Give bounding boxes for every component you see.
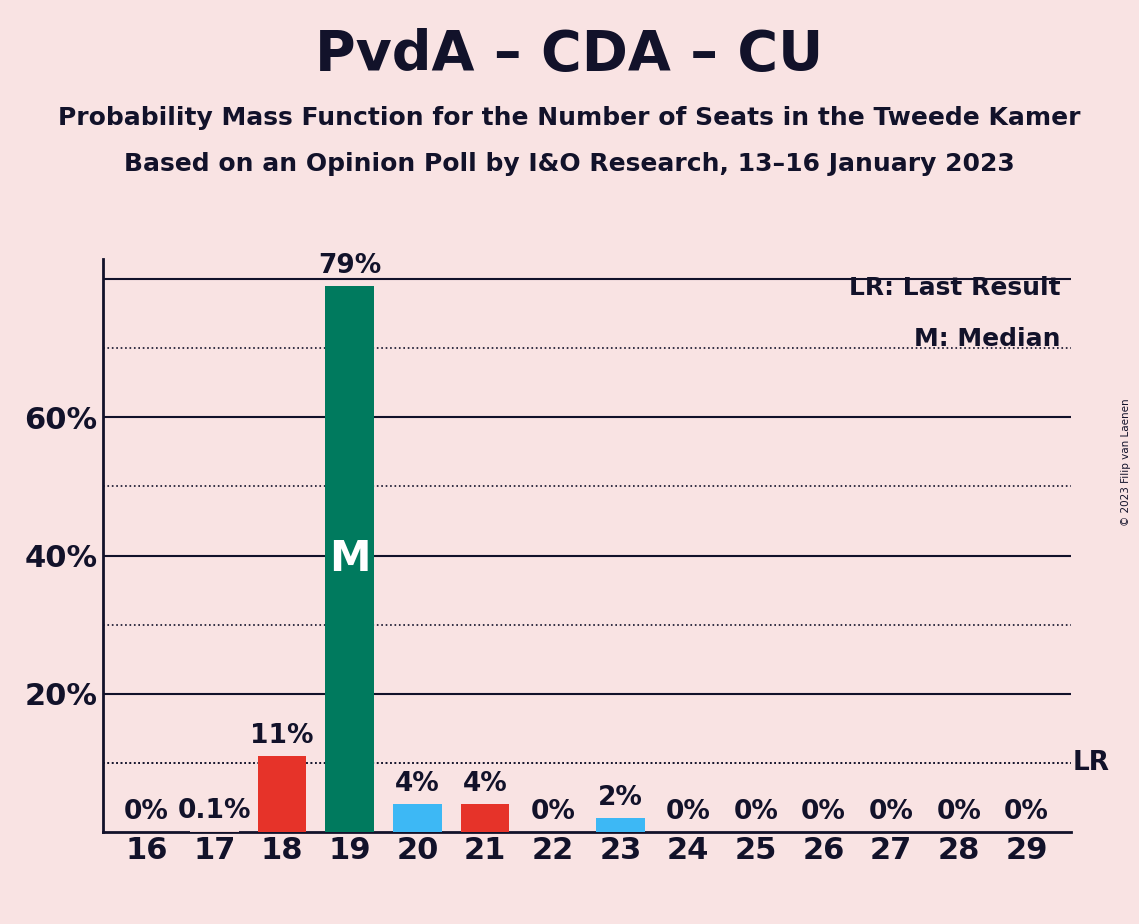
- Text: 4%: 4%: [395, 772, 440, 797]
- Text: M: M: [329, 538, 370, 580]
- Text: 79%: 79%: [318, 253, 382, 279]
- Bar: [596, 818, 645, 832]
- Text: 0%: 0%: [869, 798, 913, 825]
- Bar: [460, 804, 509, 832]
- Text: LR: LR: [1073, 749, 1109, 775]
- Bar: [326, 286, 374, 832]
- Text: 2%: 2%: [598, 784, 642, 811]
- Bar: [257, 756, 306, 832]
- Text: 4%: 4%: [462, 772, 507, 797]
- Text: © 2023 Filip van Laenen: © 2023 Filip van Laenen: [1121, 398, 1131, 526]
- Text: Probability Mass Function for the Number of Seats in the Tweede Kamer: Probability Mass Function for the Number…: [58, 106, 1081, 130]
- Text: PvdA – CDA – CU: PvdA – CDA – CU: [316, 28, 823, 81]
- Text: Based on an Opinion Poll by I&O Research, 13–16 January 2023: Based on an Opinion Poll by I&O Research…: [124, 152, 1015, 176]
- Text: 0%: 0%: [124, 798, 169, 825]
- Text: 11%: 11%: [251, 723, 313, 748]
- Text: 0%: 0%: [665, 798, 711, 825]
- Text: 0%: 0%: [531, 798, 575, 825]
- Text: 0%: 0%: [734, 798, 778, 825]
- Text: 0%: 0%: [1005, 798, 1049, 825]
- Bar: [393, 804, 442, 832]
- Text: LR: Last Result: LR: Last Result: [850, 276, 1060, 300]
- Text: 0%: 0%: [936, 798, 982, 825]
- Text: 0%: 0%: [801, 798, 846, 825]
- Text: 0.1%: 0.1%: [178, 798, 251, 824]
- Text: M: Median: M: Median: [915, 327, 1060, 351]
